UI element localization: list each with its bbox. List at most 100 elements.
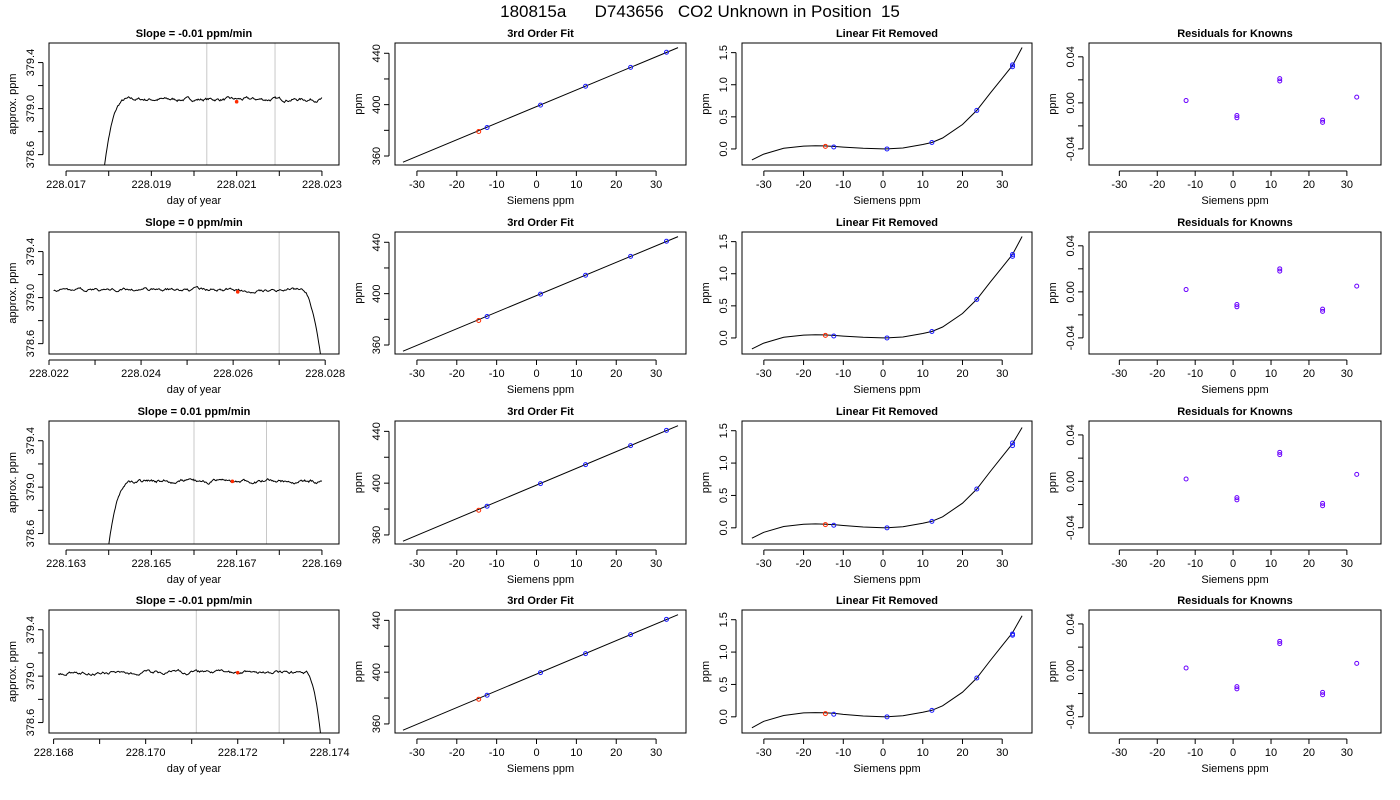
known-point (884, 335, 890, 341)
y-tick-label: 379.0 (25, 473, 37, 501)
x-tick-label: 228.167 (217, 558, 257, 570)
x-tick-label: 20 (1303, 368, 1315, 380)
residual-point (1320, 503, 1326, 509)
x-tick-label: -30 (409, 747, 425, 759)
x-tick-label: 20 (956, 368, 968, 380)
x-tick-label: 30 (1341, 747, 1353, 759)
y-axis-label: ppm (1047, 93, 1059, 114)
y-tick-label: 0.04 (1065, 424, 1077, 445)
x-tick-label: 20 (956, 179, 968, 191)
known-point (974, 107, 980, 113)
x-tick-label: 10 (1265, 179, 1277, 191)
known-point (628, 632, 634, 638)
x-tick-label: 0 (1230, 368, 1236, 380)
x-tick-label: 228.163 (46, 558, 86, 570)
residual-point (1320, 500, 1326, 506)
y-tick-label: 0.00 (1065, 471, 1077, 492)
plot-frame (741, 231, 1033, 355)
y-tick-label: 440 (371, 233, 383, 251)
y-tick-label: 0.0 (718, 330, 730, 345)
y-tick-label: 440 (371, 44, 383, 62)
x-axis-label: day of year (167, 195, 222, 207)
x-tick-label: -30 (756, 747, 772, 759)
plot-frame (48, 231, 340, 355)
plot-area (751, 615, 1023, 729)
y-tick-label: 1.5 (718, 234, 730, 249)
unknown-point (476, 317, 482, 323)
unknown-point (822, 143, 828, 149)
plot-area (57, 610, 321, 733)
x-tick-label: 10 (570, 179, 582, 191)
x-tick-label: 0 (533, 179, 539, 191)
x-tick-label: 228.169 (302, 558, 342, 570)
y-axis-label: ppm (353, 282, 365, 303)
residual-point (1277, 78, 1283, 84)
y-tick-label: -0.04 (1065, 704, 1077, 729)
x-tick-label: 228.170 (126, 747, 166, 759)
plot-area (402, 614, 679, 731)
known-point (884, 525, 890, 531)
y-tick-label: 0.5 (718, 109, 730, 124)
y-axis-label: approx. ppm (7, 73, 19, 134)
x-tick-label: -30 (409, 179, 425, 191)
y-tick-label: 0.00 (1065, 92, 1077, 113)
residual-point (1277, 76, 1283, 82)
y-tick-label: 1.0 (718, 77, 730, 92)
plot-area (53, 232, 321, 354)
x-tick-label: 10 (917, 179, 929, 191)
x-tick-label: 0 (880, 558, 886, 570)
x-axis-label: Siemens ppm (507, 574, 574, 586)
plot-frame (394, 231, 687, 355)
chart-panel-linear-removed-3: Linear Fit Removed -30 -20 -10 0 10 20 30 Siemen… (700, 595, 1033, 775)
x-tick-label: 30 (650, 368, 662, 380)
plot-frame (48, 42, 340, 166)
known-point (538, 481, 543, 487)
x-tick-label: 30 (1341, 558, 1353, 570)
unknown-point (822, 522, 828, 528)
panel-title: Residuals for Knowns (1177, 595, 1293, 607)
known-point (484, 314, 490, 320)
x-tick-label: -20 (449, 747, 465, 759)
y-tick-label: 0.5 (718, 298, 730, 313)
y-axis-label: ppm (700, 282, 712, 303)
x-tick-label: 0 (533, 747, 539, 759)
residual-curve (751, 236, 1023, 350)
y-tick-label: 379.4 (25, 427, 37, 455)
plot-frame (741, 420, 1033, 545)
x-axis-label: Siemens ppm (507, 195, 574, 207)
y-tick-label: 378.6 (25, 330, 37, 358)
residual-point (1354, 94, 1360, 100)
x-tick-label: 228.028 (305, 368, 345, 380)
residual-point (1320, 689, 1326, 695)
residual-point (1277, 638, 1283, 644)
y-tick-label: 378.6 (25, 520, 37, 548)
x-tick-label: 0 (533, 368, 539, 380)
x-tick-label: -10 (1187, 368, 1203, 380)
known-point (628, 253, 634, 259)
known-point (583, 83, 589, 89)
residual-point (1320, 308, 1326, 314)
known-point (663, 616, 669, 622)
plot-frame (1088, 231, 1382, 355)
panel-title: Linear Fit Removed (836, 217, 938, 229)
fit-line (402, 614, 679, 731)
panel-title: Slope = -0.01 ppm/min (136, 28, 253, 40)
residual-point (1320, 306, 1326, 312)
plot-area (1183, 638, 1360, 698)
y-tick-label: 1.0 (718, 455, 730, 470)
x-tick-label: 20 (956, 558, 968, 570)
y-tick-label: 379.4 (25, 49, 37, 77)
plot-area (104, 43, 323, 165)
x-tick-label: 228.168 (34, 747, 74, 759)
residual-point (1234, 686, 1240, 692)
y-tick-label: 360 (371, 526, 383, 544)
y-tick-label: 0.0 (718, 709, 730, 724)
known-point (929, 707, 935, 713)
unknown-sample-point (234, 99, 239, 104)
x-axis-label: Siemens ppm (507, 763, 574, 775)
known-point (663, 427, 669, 433)
plot-area (751, 47, 1023, 161)
y-axis-label: approx. ppm (7, 452, 19, 513)
plot-frame (48, 609, 340, 734)
x-tick-label: 30 (996, 747, 1008, 759)
